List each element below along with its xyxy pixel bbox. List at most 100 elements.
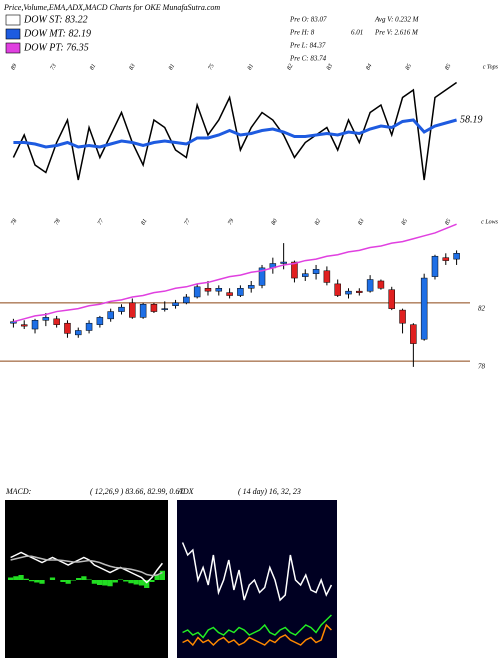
candle-body — [64, 322, 71, 334]
candle-body — [193, 286, 201, 298]
y-tick-label: 82 — [478, 304, 486, 312]
candle-body — [291, 261, 298, 279]
date-label: 85 — [444, 63, 452, 71]
panel-subtitle: ( 12,26,9 ) 83.66, 82.99, 0.67 — [90, 487, 184, 496]
date-label: 78 — [10, 218, 18, 226]
adx-panel — [177, 500, 337, 658]
histogram-bar — [8, 577, 14, 580]
histogram-bar — [60, 580, 66, 582]
candle-body — [280, 261, 287, 264]
histogram-bar — [133, 580, 139, 585]
histogram-bar — [102, 580, 108, 586]
histogram-bar — [128, 580, 134, 584]
date-label: 83 — [357, 218, 365, 226]
histogram-bar — [138, 580, 145, 586]
series-line — [182, 614, 332, 639]
candle-body — [302, 273, 309, 277]
series-line — [182, 623, 332, 647]
date-label: 81 — [89, 63, 97, 71]
date-label: 84 — [364, 63, 373, 72]
candle-body — [20, 324, 28, 327]
candle-body — [226, 292, 233, 296]
annotation: 58.19 — [460, 114, 483, 125]
date-label: 82 — [314, 218, 322, 226]
legend-swatch — [5, 14, 21, 26]
legend-swatch — [5, 28, 21, 40]
candle-body — [356, 290, 363, 293]
candle-body — [399, 309, 406, 324]
histogram-bar — [34, 580, 40, 583]
candle-body — [139, 304, 147, 318]
histogram-bar — [91, 580, 97, 584]
candle-body — [442, 257, 450, 261]
info-text: Avg V: 0.232 M — [374, 16, 420, 24]
date-label: 80 — [271, 218, 279, 226]
candle-body — [377, 280, 385, 289]
date-label: 81 — [140, 218, 148, 226]
candle-body — [323, 270, 331, 283]
candle-body — [150, 304, 158, 312]
histogram-bar — [96, 580, 103, 585]
series-line — [13, 118, 457, 149]
histogram-bar — [81, 576, 87, 580]
candle-body — [96, 317, 104, 325]
date-label: 75 — [207, 63, 215, 71]
legend-label: DOW PT: 76.35 — [23, 42, 89, 53]
candle-body — [31, 320, 39, 330]
date-label: 77 — [97, 217, 106, 226]
candle-body — [345, 290, 352, 295]
candle-body — [107, 311, 114, 320]
info-text: 6.01 — [351, 29, 363, 37]
histogram-bar — [49, 577, 56, 580]
series-line — [13, 223, 457, 323]
date-label: 85 — [405, 63, 413, 71]
candle-body — [42, 317, 50, 321]
date-label: 77 — [184, 217, 193, 226]
candle-body — [183, 296, 190, 304]
page-title: Price,Volume,EMA,ADX,MACD Charts for OKE… — [3, 3, 220, 12]
date-label: 85 — [401, 218, 409, 226]
date-label: 83 — [129, 63, 137, 71]
candle-body — [215, 288, 223, 292]
date-label: 83 — [326, 63, 334, 71]
date-label: 81 — [168, 63, 176, 71]
histogram-bar — [154, 575, 160, 580]
histogram-bar — [18, 575, 24, 580]
histogram-bar — [70, 580, 77, 581]
date-label: 89 — [10, 63, 18, 71]
candle-body — [431, 255, 439, 277]
series-line — [10, 555, 163, 577]
date-label: 82 — [286, 63, 294, 71]
candle-body — [85, 322, 93, 331]
histogram-bar — [23, 578, 29, 580]
histogram-bar — [28, 580, 35, 582]
candle-body — [172, 302, 179, 306]
candle-body — [129, 302, 136, 318]
candle-body — [10, 321, 17, 324]
candle-body — [453, 253, 460, 260]
histogram-bar — [76, 578, 82, 580]
candle-body — [161, 308, 168, 310]
series-line — [181, 542, 333, 602]
panel-title: MACD: — [5, 487, 32, 496]
candle-body — [75, 330, 82, 336]
histogram-bar — [117, 579, 124, 580]
histogram-bar — [86, 579, 92, 580]
info-text: Pre H: 8 — [289, 29, 315, 37]
candle-body — [410, 324, 417, 344]
candle-body — [312, 269, 320, 274]
legend-swatch — [5, 42, 21, 54]
histogram-bar — [149, 580, 155, 582]
histogram-bar — [65, 580, 71, 584]
candle-body — [420, 277, 428, 340]
series-line — [12, 81, 458, 181]
candle-body — [118, 306, 125, 312]
candle-body — [388, 289, 395, 309]
info-text: Pre V: 2.616 M — [374, 29, 419, 37]
corner-label: c Lows — [481, 219, 499, 225]
date-label: 78 — [54, 218, 62, 226]
info-text: Pre C: 83.74 — [289, 55, 327, 63]
histogram-bar — [39, 580, 45, 584]
y-tick-label: 78 — [478, 363, 486, 371]
